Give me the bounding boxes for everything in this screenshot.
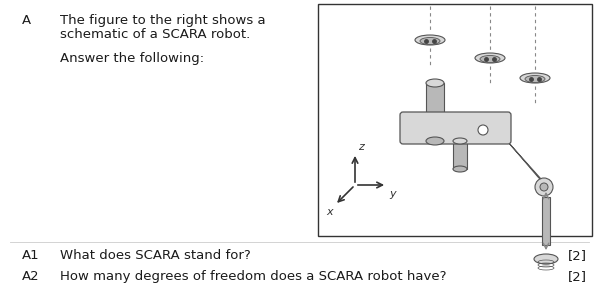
Text: [2]: [2] — [568, 270, 587, 283]
Text: schematic of a SCARA robot.: schematic of a SCARA robot. — [60, 28, 250, 41]
Text: A: A — [22, 14, 31, 27]
Text: What does SCARA stand for?: What does SCARA stand for? — [60, 249, 251, 262]
FancyBboxPatch shape — [542, 197, 550, 245]
Ellipse shape — [453, 138, 467, 144]
Ellipse shape — [426, 137, 444, 145]
Ellipse shape — [415, 35, 445, 45]
FancyBboxPatch shape — [453, 141, 467, 169]
Ellipse shape — [475, 53, 505, 63]
Ellipse shape — [520, 73, 550, 83]
Text: A1: A1 — [22, 249, 40, 262]
Ellipse shape — [453, 166, 467, 172]
Ellipse shape — [420, 38, 440, 44]
Ellipse shape — [525, 75, 545, 83]
Text: z: z — [358, 142, 364, 152]
Text: y: y — [389, 189, 395, 199]
Circle shape — [540, 183, 548, 191]
Circle shape — [535, 178, 553, 196]
FancyBboxPatch shape — [426, 83, 444, 141]
Text: How many degrees of freedom does a SCARA robot have?: How many degrees of freedom does a SCARA… — [60, 270, 446, 283]
Circle shape — [478, 125, 488, 135]
Bar — [318, 4, 592, 236]
Text: [2]: [2] — [568, 249, 587, 262]
Polygon shape — [497, 129, 550, 189]
Ellipse shape — [534, 254, 558, 264]
Text: The figure to the right shows a: The figure to the right shows a — [60, 14, 265, 27]
Ellipse shape — [426, 79, 444, 87]
Text: x: x — [326, 207, 333, 217]
Text: Answer the following:: Answer the following: — [60, 52, 204, 65]
Text: A2: A2 — [22, 270, 40, 283]
Ellipse shape — [480, 55, 500, 63]
FancyBboxPatch shape — [400, 112, 511, 144]
